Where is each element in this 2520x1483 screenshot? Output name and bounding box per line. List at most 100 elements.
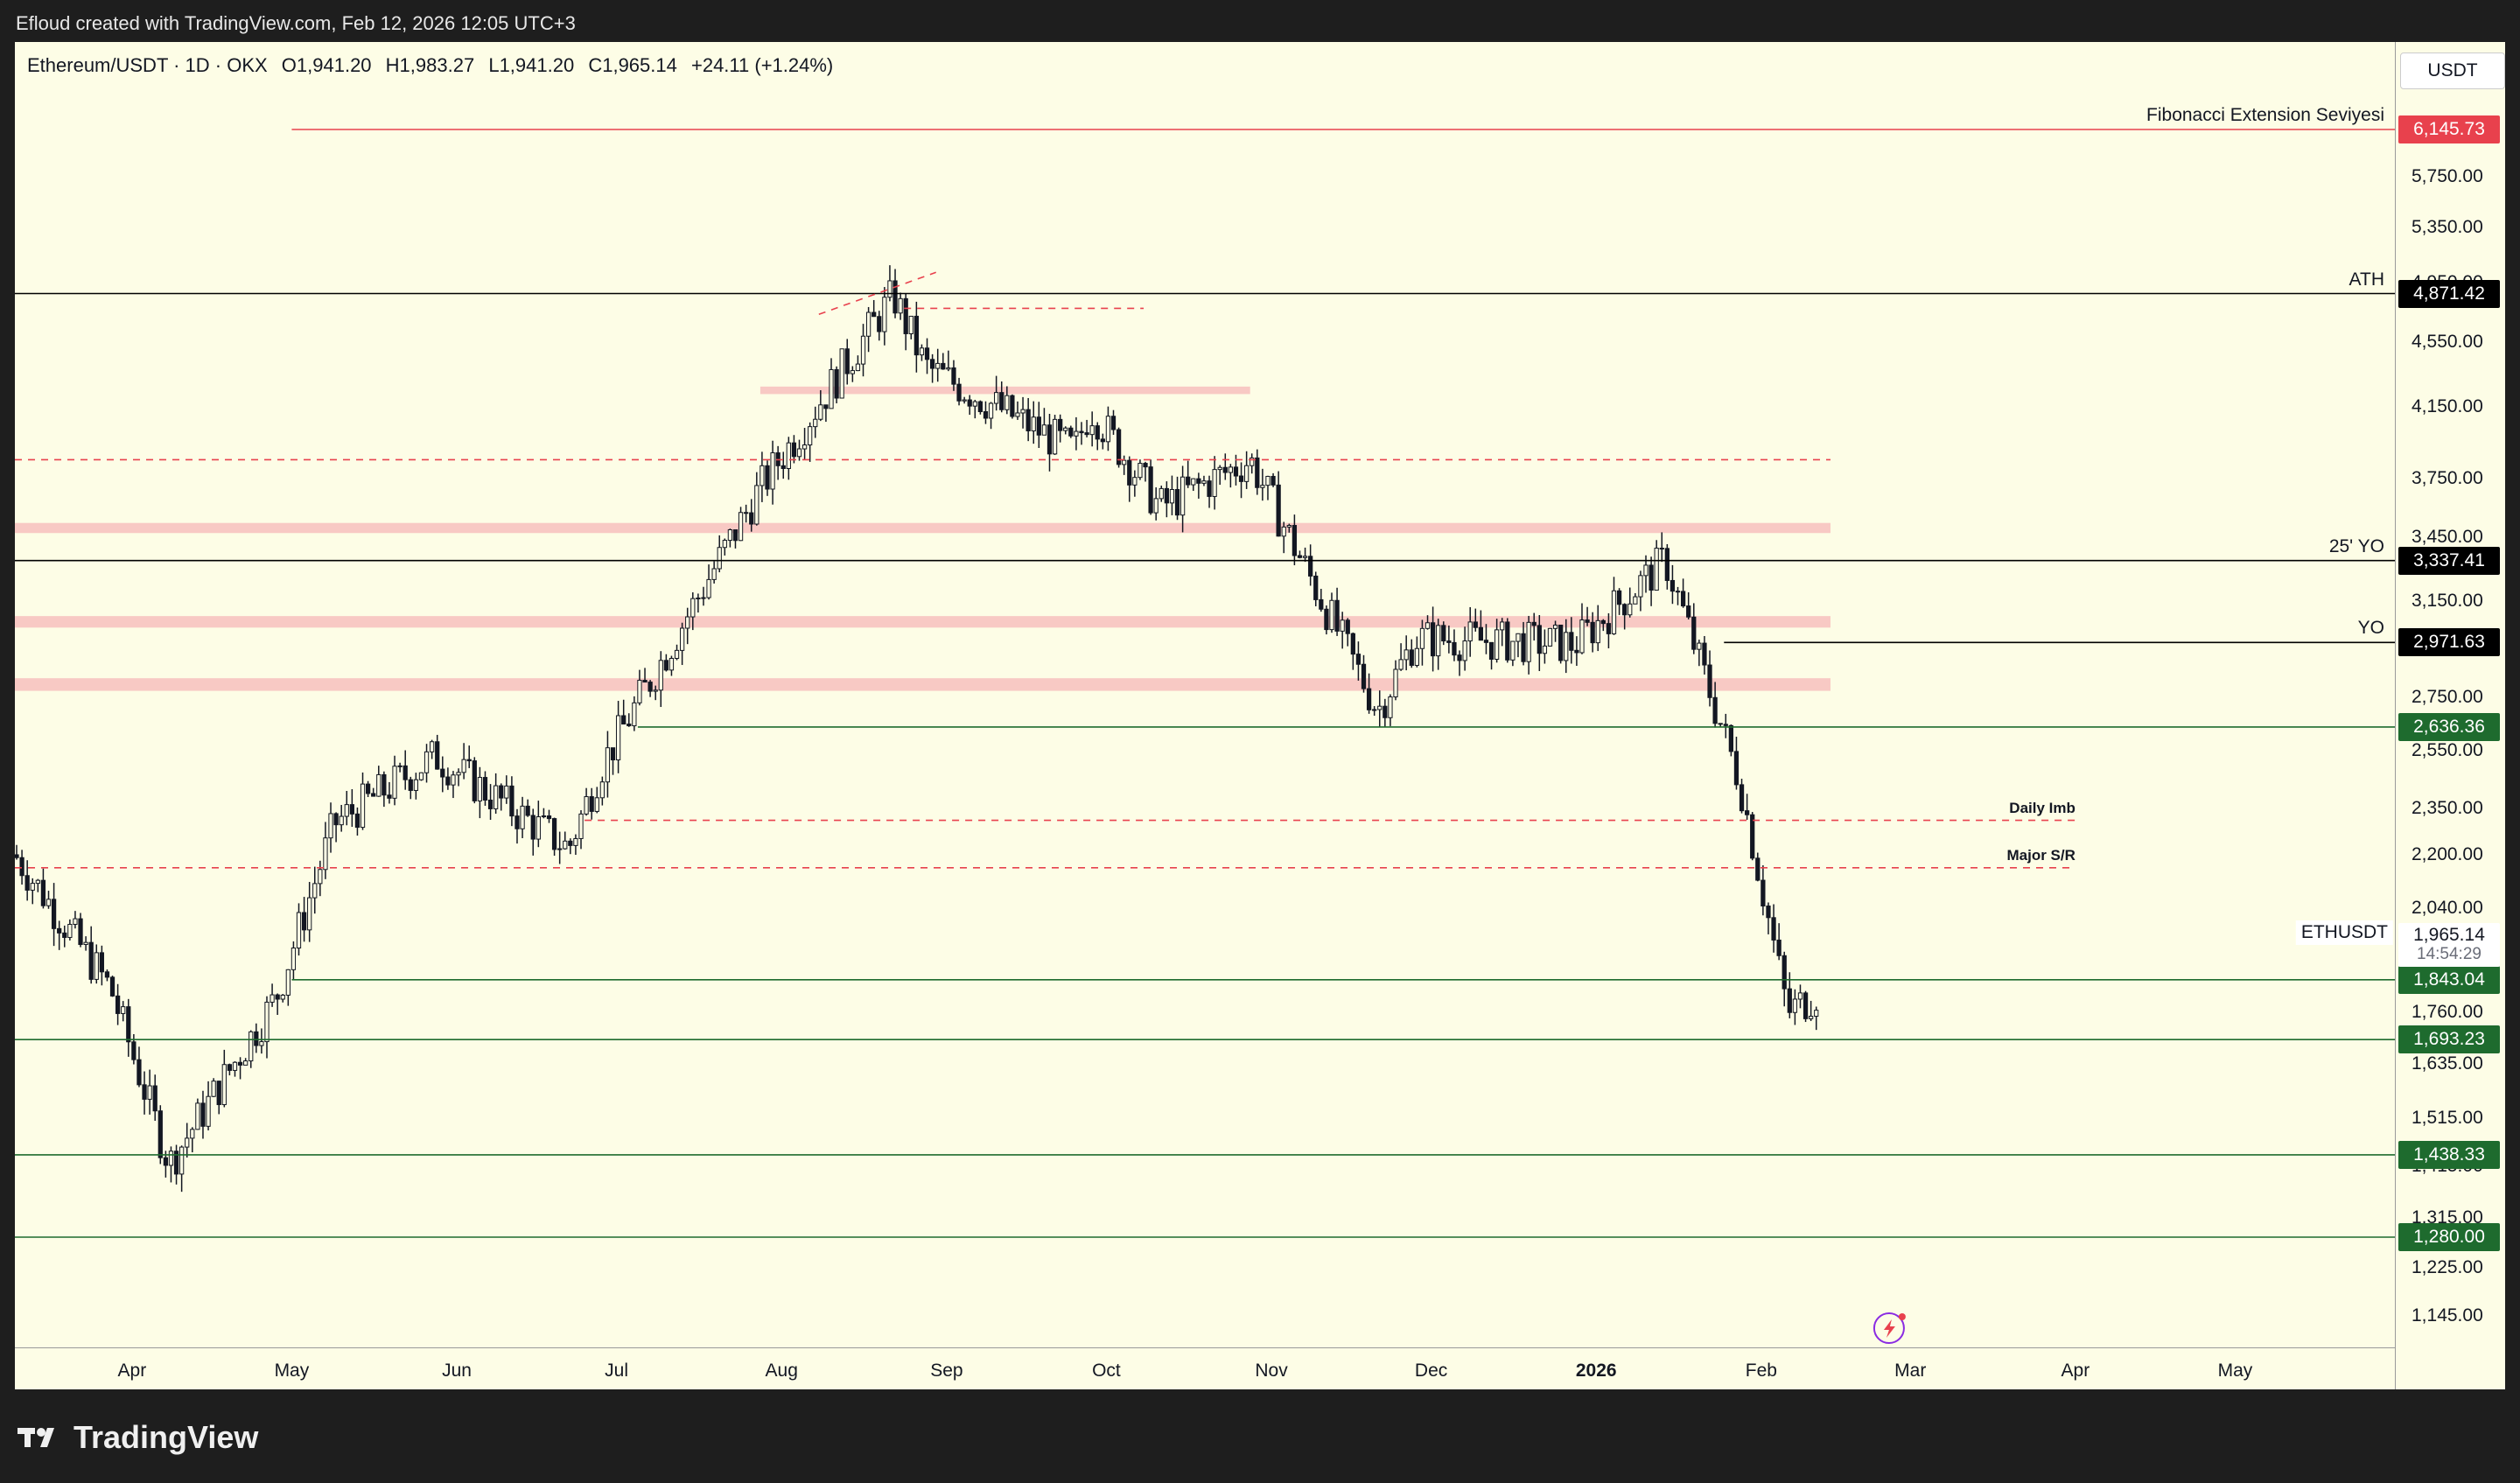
candle-body xyxy=(1675,591,1681,593)
candle-body xyxy=(1664,548,1670,581)
candle-body xyxy=(57,927,62,934)
candle-body xyxy=(1046,424,1053,455)
candle-body xyxy=(1361,663,1367,689)
candle-body xyxy=(382,773,387,796)
candle-body xyxy=(674,649,680,659)
candle-body xyxy=(1569,632,1574,651)
candle-body xyxy=(104,971,110,978)
candle-body xyxy=(541,815,547,818)
candle-body xyxy=(1116,429,1122,465)
candle-body xyxy=(270,994,275,1003)
candle-body xyxy=(1733,751,1740,786)
candle-body xyxy=(1707,664,1712,698)
candle-body xyxy=(919,347,925,356)
candle-body xyxy=(1782,955,1787,990)
candle-body xyxy=(333,813,339,826)
candle-body xyxy=(1697,642,1702,650)
candle-body xyxy=(685,616,690,629)
price-tick: 1,635.00 xyxy=(2412,1053,2483,1074)
candle-body xyxy=(445,776,451,786)
candle-body xyxy=(605,747,611,783)
candle-body xyxy=(877,316,882,332)
candle-body xyxy=(956,383,962,402)
candle-body xyxy=(1207,480,1212,497)
candle-body xyxy=(1616,590,1622,605)
candle-body xyxy=(557,848,563,850)
candle-body xyxy=(589,796,594,812)
candle-body xyxy=(813,418,818,428)
candle-body xyxy=(865,311,872,337)
candle-body xyxy=(1488,641,1494,660)
candle-body xyxy=(237,1061,243,1066)
candle-body xyxy=(1404,649,1409,661)
candle-body xyxy=(637,680,642,703)
candle-body xyxy=(62,932,67,938)
candle-body xyxy=(1648,564,1654,591)
candle-body xyxy=(200,1102,206,1127)
candle-body xyxy=(206,1095,211,1127)
candle-body xyxy=(1217,466,1222,471)
candle-body xyxy=(573,837,578,846)
candle-body xyxy=(1686,605,1691,618)
candle-body xyxy=(796,448,802,458)
candle-body xyxy=(1516,633,1521,642)
candle-body xyxy=(1536,625,1542,654)
candle-body xyxy=(121,1006,126,1014)
candle-body xyxy=(1500,621,1505,631)
time-axis[interactable]: Apr May Jun Jul Aug Sep Oct Nov Dec 2026 Feb Mar Apr… xyxy=(15,1347,2395,1389)
price-pane[interactable]: Ethereum/USDT · 1D · OKX O1,941.20 H1,98… xyxy=(15,42,2395,1347)
legend-close: C1,965.14 xyxy=(588,54,677,76)
candle-body xyxy=(717,547,722,570)
candle-body xyxy=(243,1060,248,1066)
time-tick: 2026 xyxy=(1575,1361,1617,1381)
candle-body xyxy=(1755,857,1760,881)
candle-body xyxy=(1313,575,1319,600)
candle-body xyxy=(1702,642,1707,666)
price-axis[interactable]: USDT 5,750.005,350.004,950.004,550.004,1… xyxy=(2395,42,2505,1389)
candle-body xyxy=(1771,917,1776,941)
candle-body xyxy=(1670,579,1676,592)
candle-body xyxy=(88,941,94,980)
candle-body xyxy=(1084,432,1089,436)
candle-body xyxy=(296,912,302,949)
candle-body xyxy=(1238,475,1244,482)
candle-body xyxy=(1164,487,1169,504)
price-tick: 3,750.00 xyxy=(2412,467,2483,488)
candle-body xyxy=(1250,457,1255,466)
price-level-label: 2,636.36 xyxy=(2398,712,2500,741)
candle-body xyxy=(1074,430,1079,437)
candle-body xyxy=(653,689,658,692)
candle-body xyxy=(1095,425,1100,440)
candle-body xyxy=(898,297,903,314)
support-resistance-zone xyxy=(15,678,1830,691)
candle-body xyxy=(786,442,791,469)
candle-body xyxy=(1728,724,1734,752)
candle-body xyxy=(371,793,376,797)
level-label-fib: Fibonacci Extension Seviyesi xyxy=(2146,105,2384,125)
candle-body xyxy=(594,797,599,812)
candle-body xyxy=(994,392,999,404)
candle-body xyxy=(1750,814,1755,859)
candle-body xyxy=(163,1157,169,1166)
candle-body xyxy=(1691,616,1697,650)
level-label-major-sr: Major S/R xyxy=(2006,846,2076,864)
candle-body xyxy=(1180,476,1186,516)
candle-body xyxy=(1398,659,1404,670)
candle-body xyxy=(1467,621,1473,642)
candle-body xyxy=(1319,598,1324,610)
candle-body xyxy=(668,657,675,671)
candle-body xyxy=(823,404,829,409)
candle-body xyxy=(109,976,116,997)
candle-body xyxy=(477,777,483,801)
candle-body xyxy=(152,1085,158,1112)
candle-body xyxy=(1776,939,1782,956)
candle-body xyxy=(977,401,984,413)
tradingview-logo: TradingView xyxy=(18,1419,258,1456)
currency-selector[interactable]: USDT xyxy=(2400,52,2505,89)
candle-body xyxy=(1068,427,1074,437)
price-tick: 2,040.00 xyxy=(2412,897,2483,918)
candle-body xyxy=(1478,626,1484,641)
candle-body xyxy=(1302,556,1308,558)
candle-body xyxy=(131,1041,136,1060)
candle-body xyxy=(610,747,616,761)
